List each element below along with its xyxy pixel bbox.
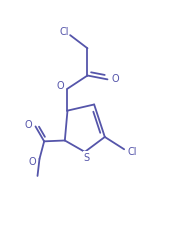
Text: O: O [24, 120, 32, 130]
Text: O: O [28, 156, 36, 166]
Text: S: S [83, 152, 89, 162]
Text: Cl: Cl [128, 146, 137, 156]
Text: O: O [111, 74, 119, 84]
Text: O: O [56, 80, 64, 90]
Text: Cl: Cl [59, 27, 69, 37]
